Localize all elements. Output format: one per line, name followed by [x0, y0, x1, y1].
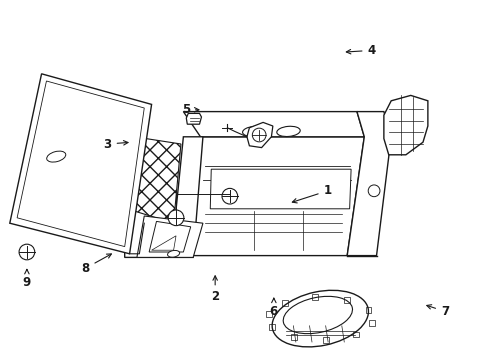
- Polygon shape: [10, 74, 151, 254]
- Ellipse shape: [167, 251, 179, 257]
- Circle shape: [252, 128, 265, 142]
- Text: 2: 2: [211, 276, 219, 303]
- Text: 4: 4: [346, 44, 375, 57]
- Text: 6: 6: [269, 298, 277, 318]
- Polygon shape: [183, 137, 364, 256]
- Polygon shape: [246, 122, 272, 148]
- Text: 7: 7: [426, 305, 448, 318]
- Polygon shape: [151, 236, 176, 250]
- Text: 3: 3: [103, 138, 128, 150]
- Text: 5: 5: [182, 103, 199, 116]
- Text: 1: 1: [292, 184, 331, 203]
- Polygon shape: [137, 216, 203, 257]
- Polygon shape: [17, 81, 144, 247]
- Polygon shape: [383, 95, 427, 155]
- Circle shape: [19, 244, 35, 260]
- Polygon shape: [124, 137, 203, 257]
- Polygon shape: [149, 221, 190, 252]
- Polygon shape: [183, 112, 364, 137]
- Polygon shape: [210, 169, 350, 209]
- Ellipse shape: [283, 296, 352, 334]
- Polygon shape: [186, 113, 201, 124]
- Polygon shape: [116, 157, 134, 160]
- Ellipse shape: [276, 126, 300, 136]
- Ellipse shape: [242, 126, 265, 136]
- Circle shape: [168, 210, 183, 226]
- Text: 9: 9: [23, 269, 31, 289]
- Polygon shape: [127, 137, 181, 223]
- Ellipse shape: [46, 151, 66, 162]
- Text: 8: 8: [81, 254, 111, 275]
- Ellipse shape: [272, 290, 367, 347]
- Circle shape: [222, 188, 237, 204]
- Polygon shape: [346, 112, 390, 256]
- Polygon shape: [112, 139, 139, 157]
